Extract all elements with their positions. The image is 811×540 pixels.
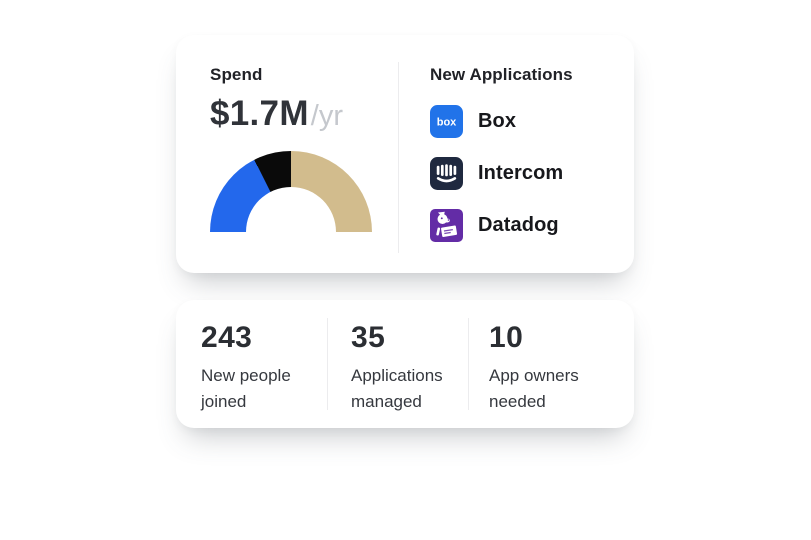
app-name-box: Box xyxy=(478,110,517,132)
stats-divider-2 xyxy=(468,318,469,410)
box-icon: box xyxy=(430,105,463,138)
spend-value-row: $1.7M /yr xyxy=(210,94,398,134)
app-name-datadog: Datadog xyxy=(478,214,559,236)
spend-donut-chart xyxy=(210,151,372,232)
new-applications-section: New Applications box Box xyxy=(399,35,634,273)
app-row-datadog: Datadog xyxy=(430,209,634,242)
intercom-icon xyxy=(430,157,463,190)
stat-value: 243 xyxy=(201,321,253,354)
spend-title: Spend xyxy=(210,65,263,84)
spend-amount: $1.7M xyxy=(210,94,309,133)
new-applications-title: New Applications xyxy=(430,65,573,84)
stat-value: 35 xyxy=(351,321,386,354)
stat-new-people-joined: 243 New people joined xyxy=(176,300,327,428)
stats-divider-1 xyxy=(327,318,328,410)
stat-label: Applications managed xyxy=(351,366,443,411)
spend-section: Spend $1.7M /yr xyxy=(176,35,398,273)
stats-card: 243 New people joined 35 Applications ma… xyxy=(176,300,634,428)
app-row-intercom: Intercom xyxy=(430,157,634,190)
stat-applications-managed: 35 Applications managed xyxy=(328,300,468,428)
app-row-box: box Box xyxy=(430,105,634,138)
stat-label: New people joined xyxy=(201,366,291,411)
stat-app-owners-needed: 10 App owners needed xyxy=(469,300,634,428)
app-name-intercom: Intercom xyxy=(478,162,564,184)
vertical-divider xyxy=(398,62,399,253)
stat-label: App owners needed xyxy=(489,366,579,411)
overview-card: Spend $1.7M /yr New Applications box Box xyxy=(176,35,634,273)
spend-unit: /yr xyxy=(310,100,343,132)
datadog-icon xyxy=(430,209,463,242)
box-icon-text: box xyxy=(437,117,457,129)
stat-value: 10 xyxy=(489,321,524,354)
